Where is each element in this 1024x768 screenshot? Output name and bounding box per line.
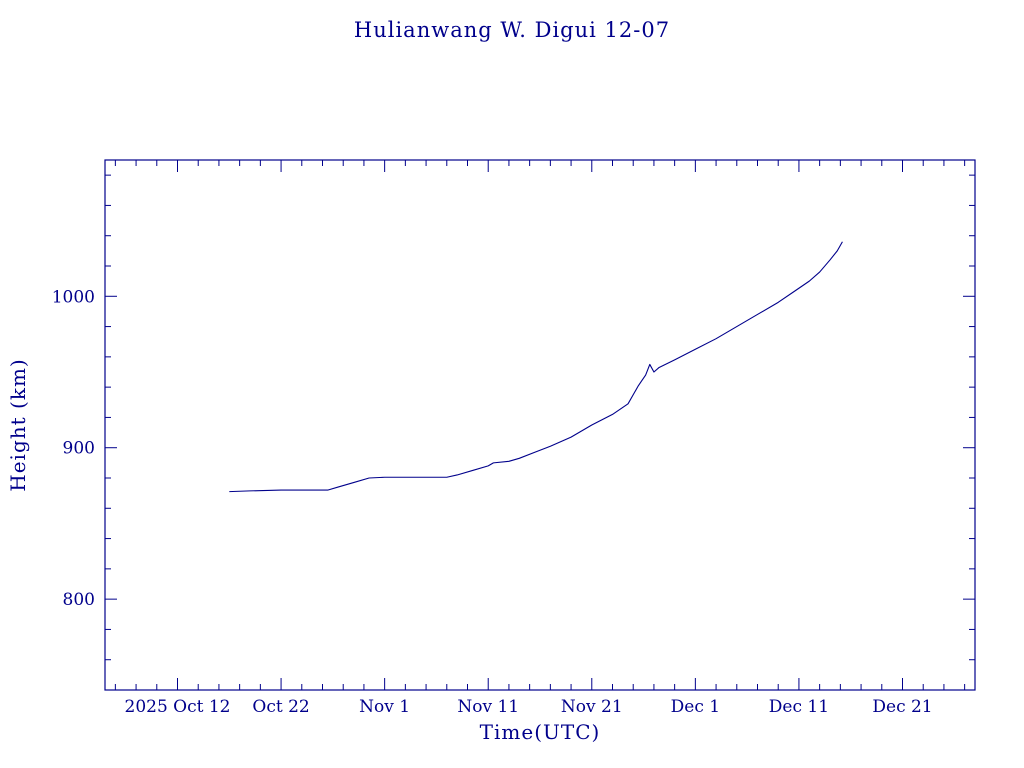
- plot-title: Hulianwang W. Digui 12-07: [353, 18, 671, 42]
- x-tick-label: Dec 1: [671, 697, 720, 717]
- x-tick-label: Dec 21: [872, 697, 932, 717]
- plot-frame: [104, 159, 976, 691]
- x-tick-label: Nov 21: [561, 697, 623, 717]
- y-tick-label: 900: [63, 439, 95, 459]
- x-tick-label: 2025 Oct 12: [125, 697, 231, 717]
- x-tick-label: Nov 11: [457, 697, 519, 717]
- x-axis-title: Time(UTC): [479, 720, 601, 744]
- x-tick-label: Oct 22: [252, 697, 309, 717]
- x-tick-label: Dec 11: [769, 697, 829, 717]
- y-tick-label: 1000: [52, 287, 95, 307]
- data-line: [229, 241, 843, 493]
- y-axis-title: Height (km): [6, 358, 30, 492]
- x-tick-label: Nov 1: [359, 697, 410, 717]
- y-tick-label: 800: [63, 590, 95, 610]
